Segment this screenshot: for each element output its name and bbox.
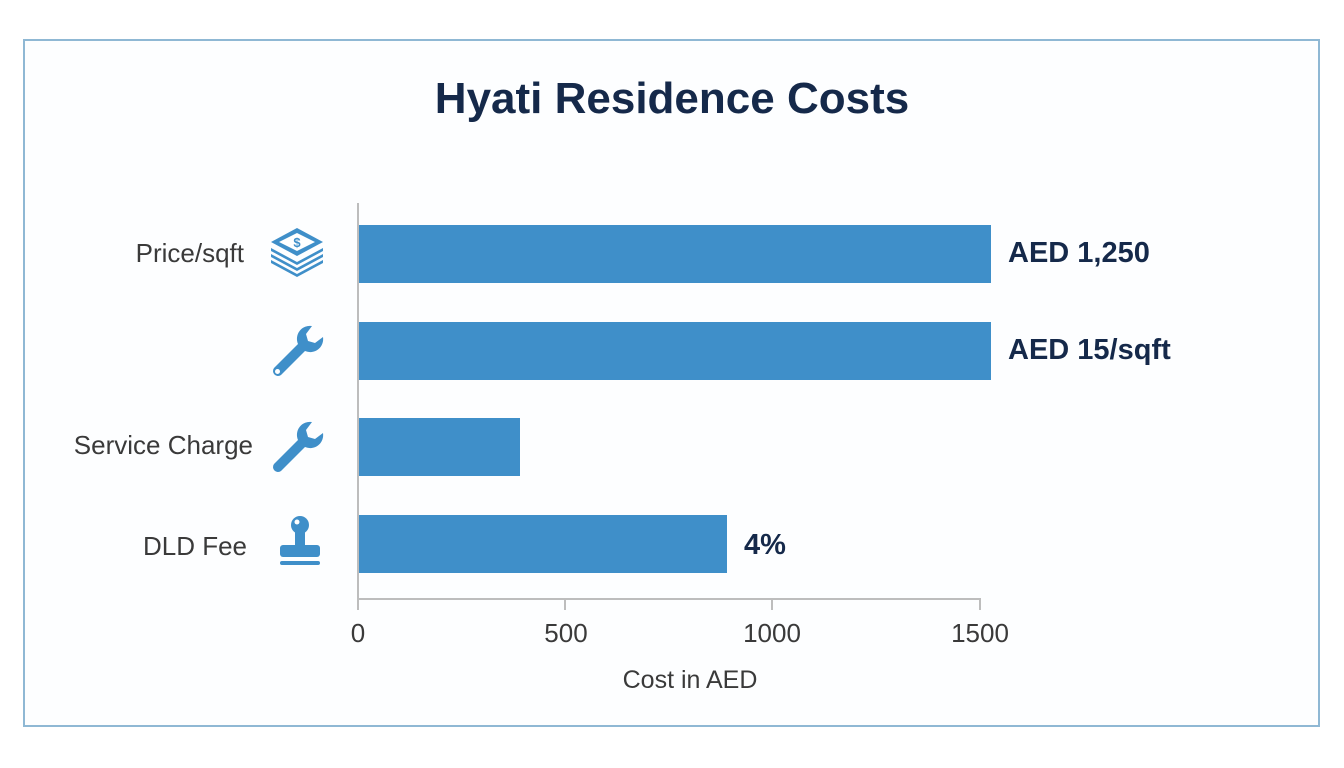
- x-tick-label: 1000: [743, 618, 801, 648]
- chart-frame: [23, 39, 1320, 727]
- category-label-service-charge: Service Charge: [73, 430, 253, 460]
- money-stack-icon: $: [271, 228, 323, 277]
- x-axis-line: [357, 598, 981, 600]
- x-tick: [564, 598, 566, 610]
- bar-maintenance: [359, 322, 991, 380]
- x-tick: [357, 598, 359, 610]
- y-axis-line: [357, 203, 359, 600]
- value-label-price-sqft: AED 1,250: [1008, 237, 1150, 269]
- stamp-icon: [280, 516, 320, 565]
- bar-service-charge: [359, 418, 520, 476]
- x-tick: [979, 598, 981, 610]
- value-label-maintenance: AED 15/sqft: [1008, 334, 1171, 366]
- category-label-dld-fee: DLD Fee: [142, 531, 247, 561]
- x-tick: [771, 598, 773, 610]
- chart-title: Hyati Residence Costs: [434, 74, 910, 123]
- svg-text:$: $: [293, 235, 301, 250]
- category-label-price-sqft: Price/sqft: [135, 238, 244, 268]
- wrench-icon: [273, 325, 324, 376]
- value-label-dld-fee: 4%: [744, 529, 786, 561]
- x-tick-label: 1500: [951, 618, 1009, 648]
- wrench-icon: [273, 421, 324, 472]
- bar-price-sqft: [359, 225, 991, 283]
- bar-dld-fee: [359, 515, 727, 573]
- x-tick-label: 0: [350, 618, 366, 648]
- x-axis-title: Cost in AED: [622, 666, 758, 694]
- x-tick-label: 500: [544, 618, 588, 648]
